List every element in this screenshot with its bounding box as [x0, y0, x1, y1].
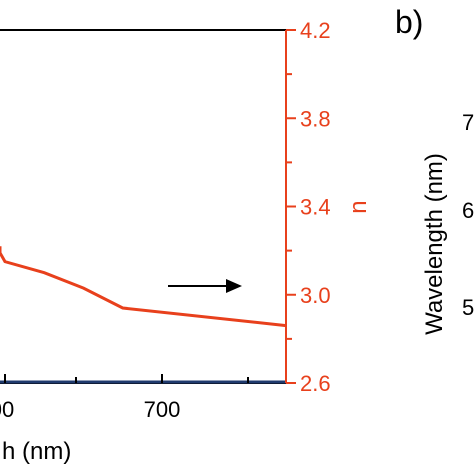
n-axis-tick-label: 3.0 — [300, 283, 331, 308]
n-axis-label: n — [345, 200, 372, 213]
panel-b-ylabel: Wavelength (nm) — [421, 153, 448, 335]
arrow-head — [226, 279, 242, 293]
n-axis-tick-label: 3.8 — [300, 106, 331, 131]
panel-b-tick-label: 6 — [462, 198, 474, 223]
x-axis-label: h (nm) — [2, 438, 71, 465]
panel-b-label: b) — [395, 4, 423, 40]
n-axis-tick-label: 3.4 — [300, 195, 331, 220]
x-axis: 00 700 h (nm) — [0, 374, 249, 465]
x-tick-label: 00 — [0, 397, 14, 422]
n-series-line — [0, 246, 287, 328]
n-axis: 4.2 3.8 3.4 3.0 2.6 n — [285, 18, 372, 396]
panel-b: b) Wavelength (nm) 7 6 5 — [395, 4, 474, 335]
panel-b-tick-label: 7 — [462, 110, 474, 135]
arrow-annotation — [168, 279, 242, 293]
n-axis-tick-label: 4.2 — [300, 18, 331, 43]
n-axis-tick-label: 2.6 — [300, 371, 331, 396]
panel-b-tick-label: 5 — [462, 295, 474, 320]
x-tick-label: 700 — [144, 397, 181, 422]
